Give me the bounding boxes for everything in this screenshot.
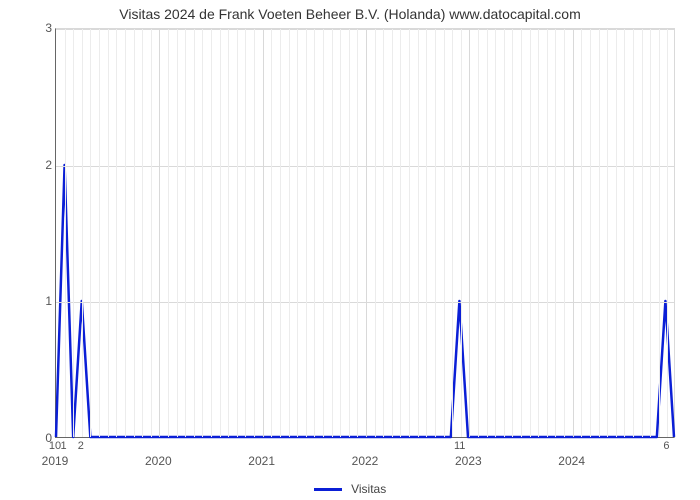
gridline-v-minor	[99, 29, 100, 437]
gridline-v-minor	[409, 29, 410, 437]
x-axis-label: 2022	[352, 454, 379, 468]
gridline-v-minor	[624, 29, 625, 437]
gridline-v-minor	[194, 29, 195, 437]
gridline-v-minor	[667, 29, 668, 437]
gridline-v-minor	[512, 29, 513, 437]
gridline-v-minor	[642, 29, 643, 437]
gridline-v-minor	[555, 29, 556, 437]
gridline-v-minor	[375, 29, 376, 437]
gridline-v-minor	[82, 29, 83, 437]
gridline-v-minor	[504, 29, 505, 437]
gridline-v-minor	[228, 29, 229, 437]
gridline-v	[366, 29, 367, 437]
gridline-v-minor	[297, 29, 298, 437]
gridline-v-minor	[461, 29, 462, 437]
gridline-v-minor	[73, 29, 74, 437]
gridline-v-minor	[289, 29, 290, 437]
gridline-v-minor	[357, 29, 358, 437]
gridline-v-minor	[142, 29, 143, 437]
legend-label: Visitas	[351, 482, 386, 496]
gridline-v-minor	[306, 29, 307, 437]
gridline-v-minor	[323, 29, 324, 437]
x-axis-label: 2020	[145, 454, 172, 468]
gridline-v	[263, 29, 264, 437]
gridline-v-minor	[444, 29, 445, 437]
gridline-v-minor	[495, 29, 496, 437]
point-label: 2	[78, 440, 84, 452]
gridline-v-minor	[211, 29, 212, 437]
point-label: 10	[49, 440, 61, 452]
gridline-v-minor	[314, 29, 315, 437]
gridline-v-minor	[659, 29, 660, 437]
gridline-v-minor	[168, 29, 169, 437]
gridline-v-minor	[245, 29, 246, 437]
gridline-v-minor	[599, 29, 600, 437]
point-label: 6	[663, 440, 669, 452]
gridline-v-minor	[134, 29, 135, 437]
gridline-v-minor	[452, 29, 453, 437]
gridline-v-minor	[349, 29, 350, 437]
gridline-v-minor	[108, 29, 109, 437]
gridline-v-minor	[340, 29, 341, 437]
gridline-v-minor	[185, 29, 186, 437]
gridline-v	[159, 29, 160, 437]
gridline-v-minor	[521, 29, 522, 437]
gridline-v-minor	[418, 29, 419, 437]
gridline-v-minor	[177, 29, 178, 437]
gridline-v-minor	[607, 29, 608, 437]
gridline-v-minor	[426, 29, 427, 437]
point-label: 11	[454, 440, 465, 452]
gridline-v-minor	[383, 29, 384, 437]
point-label: 1	[61, 440, 67, 452]
gridline-v-minor	[116, 29, 117, 437]
y-axis-label: 1	[38, 294, 52, 308]
gridline-v	[469, 29, 470, 437]
gridline-v-minor	[650, 29, 651, 437]
legend: Visitas	[0, 482, 700, 496]
gridline-v-minor	[400, 29, 401, 437]
gridline-v-minor	[564, 29, 565, 437]
gridline-v-minor	[392, 29, 393, 437]
gridline-v	[573, 29, 574, 437]
gridline-v-minor	[151, 29, 152, 437]
gridline-v-minor	[237, 29, 238, 437]
y-axis-label: 2	[38, 158, 52, 172]
gridline-v-minor	[280, 29, 281, 437]
gridline-v-minor	[332, 29, 333, 437]
gridline-v-minor	[202, 29, 203, 437]
x-axis-label: 2019	[42, 454, 69, 468]
gridline-v-minor	[271, 29, 272, 437]
legend-swatch	[314, 488, 342, 491]
gridline-v-minor	[220, 29, 221, 437]
line-chart: Visitas 2024 de Frank Voeten Beheer B.V.…	[0, 0, 700, 500]
gridline-v-minor	[435, 29, 436, 437]
gridline-v-minor	[530, 29, 531, 437]
gridline-v-minor	[65, 29, 66, 437]
gridline-v-minor	[616, 29, 617, 437]
y-axis-label: 3	[38, 21, 52, 35]
gridline-v-minor	[125, 29, 126, 437]
gridline-v-minor	[581, 29, 582, 437]
gridline-v-minor	[487, 29, 488, 437]
plot-area	[55, 28, 675, 438]
gridline-v-minor	[547, 29, 548, 437]
chart-title: Visitas 2024 de Frank Voeten Beheer B.V.…	[0, 6, 700, 22]
gridline-v-minor	[538, 29, 539, 437]
gridline-v-minor	[90, 29, 91, 437]
gridline-v-minor	[254, 29, 255, 437]
x-axis-label: 2021	[248, 454, 275, 468]
x-axis-label: 2023	[455, 454, 482, 468]
x-axis-label: 2024	[558, 454, 585, 468]
gridline-v-minor	[590, 29, 591, 437]
gridline-v-minor	[478, 29, 479, 437]
gridline-v-minor	[633, 29, 634, 437]
